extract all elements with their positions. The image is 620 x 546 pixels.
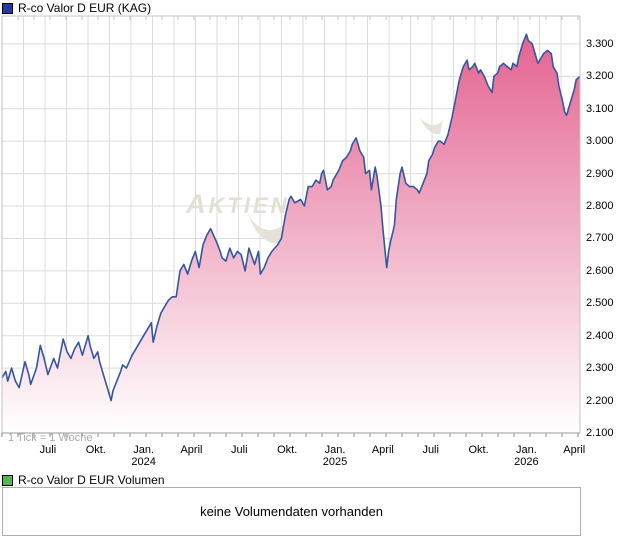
x-axis-tick-label: April [563,444,586,456]
y-axis-tick-label: 3.000 [586,135,614,148]
watermark-swoosh [248,210,299,244]
x-axis-tick-label: Juli [422,444,439,456]
price-area-fill [2,34,580,433]
y-axis-tick-label: 3.100 [586,102,614,115]
price-series-swatch [2,2,13,14]
y-axis-tick-label: 2.400 [586,329,614,342]
x-axis-tick-year: 2026 [514,456,539,468]
price-line [1,33,581,402]
x-axis-tick-label: Juli [39,444,57,456]
y-axis-tick-label: 3.200 [586,70,614,83]
watermark-aktien: AKTIEN [186,191,290,219]
y-axis-tick-label: 3.300 [586,37,614,50]
watermark-swoosh-fragment [420,118,443,135]
x-axis-tick-label: Okt. [277,444,298,456]
x-axis-tick-label: Juli [231,444,248,456]
y-axis-tick-label: 2.800 [586,200,614,213]
volume-panel: keine Volumendaten vorhanden [2,487,581,536]
x-axis-tick-label: Jan. 2024 [121,444,167,468]
volume-series-swatch [2,474,13,486]
x-axis-tick-label: April [180,444,203,456]
y-axis-tick-label: 2.200 [586,394,614,407]
volume-empty-message: keine Volumendaten vorhanden [200,504,383,519]
x-axis-tick-year: 2025 [322,456,348,468]
x-axis-tick-label: Okt. [85,444,106,456]
tick-scale-note: 1 Tick = 1 Woche [8,432,93,444]
y-axis-tick-label: 2.900 [586,167,614,180]
watermark-text-big: A [186,189,209,219]
y-axis-tick-label: 2.600 [586,264,614,277]
watermark-text-rest: KTIEN [208,193,290,218]
price-series-label: R-co Valor D EUR (KAG) [18,1,152,15]
y-axis-tick-label: 2.700 [586,232,614,245]
y-axis-tick-label: 2.100 [586,427,614,439]
y-axis-tick-label: 2.500 [586,297,614,310]
y-axis-tick-label: 2.300 [586,362,614,375]
volume-legend: R-co Valor D EUR Volumen [2,473,165,487]
price-legend: R-co Valor D EUR (KAG) [2,1,151,15]
x-axis-tick-label: Okt. [468,444,489,456]
x-axis-tick-label: Jan. 2025 [312,444,358,468]
x-axis-tick-label: Jan. 2026 [503,444,549,468]
volume-series-label: R-co Valor D EUR Volumen [18,473,165,487]
x-axis-tick-label: April [371,444,394,456]
x-axis-tick-year: 2024 [131,456,156,468]
